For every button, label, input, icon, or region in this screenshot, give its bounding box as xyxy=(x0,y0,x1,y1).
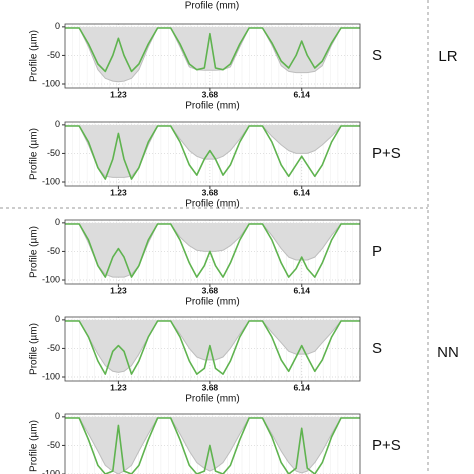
y-tick-label: 0 xyxy=(55,411,60,421)
y-tick-label: -100 xyxy=(42,274,60,284)
area xyxy=(65,319,360,373)
y-axis-label: Profile (µm) xyxy=(29,128,40,180)
y-tick-label: -100 xyxy=(42,371,60,381)
profile-line xyxy=(65,320,360,373)
x-tick-label: 3.68 xyxy=(202,285,219,295)
y-tick-label: -100 xyxy=(42,468,60,474)
y-axis-label: Profile (µm) xyxy=(29,420,40,472)
x-tick-label: 3.68 xyxy=(202,89,219,99)
x-axis-label: Profile (mm) xyxy=(185,199,239,210)
x-tick-label: 6.14 xyxy=(293,285,310,295)
x-tick-label: 1.23 xyxy=(110,382,127,392)
panel: 0 -50 -100 1.23 3.68 6.14 Profile (µm) Profile … xyxy=(29,119,401,209)
y-tick-label: 0 xyxy=(55,217,60,227)
profile-line xyxy=(65,417,360,474)
x-tick-label: 3.68 xyxy=(202,187,219,197)
y-axis-label: Profile (µm) xyxy=(29,30,40,82)
x-tick-label: 6.14 xyxy=(293,187,310,197)
panel-label: S xyxy=(372,47,382,64)
panel-label: P+S xyxy=(372,145,401,162)
panel-label: S xyxy=(372,340,382,357)
x-axis-label: Profile (mm) xyxy=(185,297,239,308)
y-tick-label: -100 xyxy=(42,78,60,88)
panel: 0 -50 -100 1.23 3.68 6.14 Profile (µm) Profile … xyxy=(29,21,382,111)
x-tick-label: 1.23 xyxy=(110,285,127,295)
area xyxy=(65,416,360,474)
profile-line xyxy=(65,27,360,83)
panel-label: P xyxy=(372,243,382,260)
panel: 0 -50 -100 1.23 3.68 6.14 Profile (µm) Profile … xyxy=(29,217,382,307)
x-tick-label: 1.23 xyxy=(110,187,127,197)
profile-line xyxy=(65,27,360,73)
x-tick-label: 3.68 xyxy=(202,382,219,392)
y-tick-label: 0 xyxy=(55,119,60,129)
y-tick-label: 0 xyxy=(55,21,60,31)
profile-line xyxy=(65,417,360,474)
y-tick-label: -50 xyxy=(47,440,60,450)
y-axis-label: Profile (µm) xyxy=(29,323,40,375)
panel-label: P+S xyxy=(372,437,401,454)
panel: 0 -50 -100 1.23 3.68 6.14 Profile (µm) Profile … xyxy=(29,314,382,404)
y-tick-label: -50 xyxy=(47,246,60,256)
profile-line xyxy=(65,125,360,178)
profile-line xyxy=(65,125,360,180)
area xyxy=(65,222,360,278)
plot-frame xyxy=(64,413,361,474)
y-tick-label: -100 xyxy=(42,176,60,186)
y-tick-label: 0 xyxy=(55,314,60,324)
plot-frame xyxy=(64,316,361,382)
x-tick-label: 6.14 xyxy=(293,89,310,99)
top-caption: Profile (mm) xyxy=(185,1,239,12)
plot-frame xyxy=(64,219,361,285)
group-label: LR xyxy=(438,48,457,65)
profile-line xyxy=(65,320,360,375)
x-axis-label: Profile (mm) xyxy=(185,101,239,112)
area xyxy=(65,124,360,178)
profile-line xyxy=(65,223,360,278)
plot-frame xyxy=(64,121,361,187)
group-label: NN xyxy=(437,344,459,361)
plot-frame xyxy=(64,23,361,89)
y-tick-label: -50 xyxy=(47,343,60,353)
x-axis-label: Profile (mm) xyxy=(185,394,239,405)
x-tick-label: 1.23 xyxy=(110,89,127,99)
y-tick-label: -50 xyxy=(47,148,60,158)
y-tick-label: -50 xyxy=(47,50,60,60)
x-tick-label: 6.14 xyxy=(293,382,310,392)
y-axis-label: Profile (µm) xyxy=(29,226,40,278)
